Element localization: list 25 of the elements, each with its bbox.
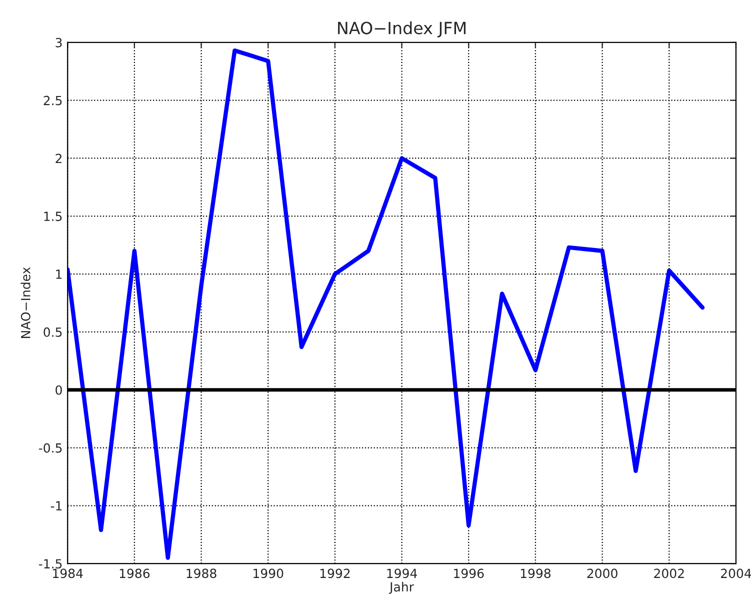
x-tick-label: 1996 bbox=[454, 568, 484, 578]
x-tick-label: 1988 bbox=[186, 568, 216, 578]
y-tick-label: 1 bbox=[56, 270, 62, 279]
x-tick-label: 2000 bbox=[587, 568, 618, 578]
line-series bbox=[68, 48, 705, 560]
y-tick-label: -0.5 bbox=[38, 443, 62, 453]
y-axis-title: NAO−Index bbox=[20, 267, 30, 338]
x-tick-label: 2002 bbox=[654, 568, 684, 578]
x-tick-label: 1994 bbox=[387, 568, 417, 578]
y-tick-label: 1.5 bbox=[44, 212, 62, 222]
y-tick-label: -1 bbox=[50, 501, 62, 510]
x-tick-label: 1998 bbox=[520, 568, 551, 578]
y-tick-label: 3 bbox=[56, 38, 62, 48]
y-tick-label: 2 bbox=[56, 154, 62, 163]
x-tick-label: 1990 bbox=[254, 568, 284, 578]
y-tick-label: -1.5 bbox=[38, 559, 62, 569]
x-tick-label: 2004 bbox=[720, 568, 751, 578]
y-tick-label: 0.5 bbox=[44, 327, 62, 337]
x-tick-label: 1986 bbox=[120, 568, 150, 578]
x-tick-label: 1984 bbox=[53, 568, 83, 578]
chart-title: NAO−Index JFM bbox=[338, 21, 466, 38]
y-tick-label: 2.5 bbox=[44, 96, 62, 106]
x-tick-label: 1992 bbox=[320, 568, 350, 578]
x-axis-title: Jahr bbox=[388, 582, 414, 594]
y-tick-label: 0 bbox=[56, 385, 62, 395]
